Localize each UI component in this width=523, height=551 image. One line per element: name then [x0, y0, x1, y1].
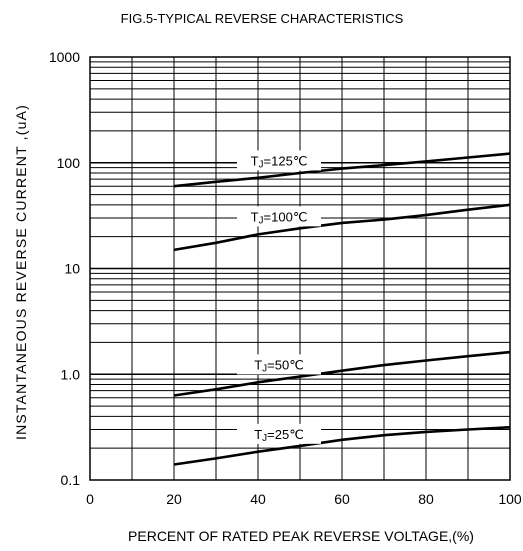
- x-tick-label: 100: [498, 491, 522, 507]
- x-tick-label: 80: [418, 491, 434, 507]
- series-line-3: [173, 426, 511, 466]
- x-ticks: 0 20 40 60 80 100: [86, 491, 522, 507]
- series-line-0: [173, 152, 511, 188]
- chart-title: FIG.5-TYPICAL REVERSE CHARACTERISTICS: [121, 11, 404, 26]
- y-tick-label: 100: [57, 155, 81, 171]
- series-label-0: TJ=125℃: [251, 153, 308, 170]
- series-label-3: TJ=25℃: [254, 427, 304, 444]
- series-label-1: TJ=100℃: [251, 209, 308, 226]
- series-lines: [173, 152, 511, 466]
- y-tick-label: 1.0: [61, 366, 81, 382]
- x-tick-label: 0: [86, 491, 94, 507]
- series-line-1: [173, 203, 511, 252]
- series-label-bg: [237, 206, 321, 227]
- x-tick-label: 60: [334, 491, 350, 507]
- y-tick-label: 10: [64, 261, 80, 277]
- grid: [90, 57, 510, 480]
- series-label-bg: [237, 150, 321, 171]
- series-line-2: [173, 350, 511, 397]
- x-axis-label: PERCENT OF RATED PEAK REVERSE VOLTAGE,(%…: [128, 528, 474, 544]
- x-tick-label: 20: [166, 491, 182, 507]
- y-tick-label: 1000: [49, 49, 80, 65]
- y-axis-label: INSTANTANEOUS REVERSE CURRENT ,(uA): [13, 104, 29, 440]
- y-ticks: 0.1 1.0 10 100 1000: [49, 49, 80, 488]
- plot-frame: [89, 56, 511, 481]
- series-label-bg: [237, 423, 321, 444]
- series-label-bg: [237, 354, 321, 375]
- y-tick-label: 0.1: [61, 472, 81, 488]
- x-tick-label: 40: [250, 491, 266, 507]
- series-labels: TJ=125℃ TJ=100℃ TJ=50℃ TJ=25℃: [237, 150, 321, 444]
- series-label-2: TJ=50℃: [254, 357, 304, 374]
